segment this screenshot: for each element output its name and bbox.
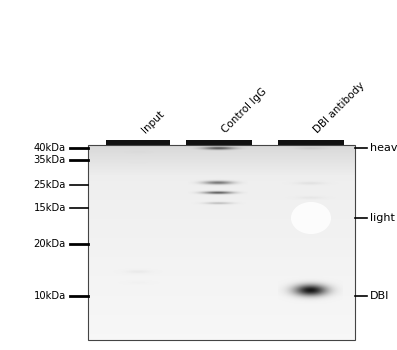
Text: 35kDa: 35kDa xyxy=(34,155,66,165)
Text: Input: Input xyxy=(140,109,166,135)
Text: 15kDa: 15kDa xyxy=(34,203,66,213)
Text: 25kDa: 25kDa xyxy=(34,180,66,190)
Text: DBI antibody: DBI antibody xyxy=(312,80,366,135)
Text: 10kDa: 10kDa xyxy=(34,291,66,301)
Bar xyxy=(88,145,355,340)
Bar xyxy=(186,140,252,145)
Text: 40kDa: 40kDa xyxy=(34,143,66,153)
Text: DBI: DBI xyxy=(370,291,389,301)
Text: 20kDa: 20kDa xyxy=(34,239,66,249)
Ellipse shape xyxy=(291,202,331,234)
Bar xyxy=(106,140,170,145)
Bar xyxy=(88,145,355,340)
Bar xyxy=(278,140,344,145)
Text: Control IgG: Control IgG xyxy=(220,86,269,135)
Text: light chain: light chain xyxy=(370,213,397,223)
Text: heavy chain: heavy chain xyxy=(370,143,397,153)
